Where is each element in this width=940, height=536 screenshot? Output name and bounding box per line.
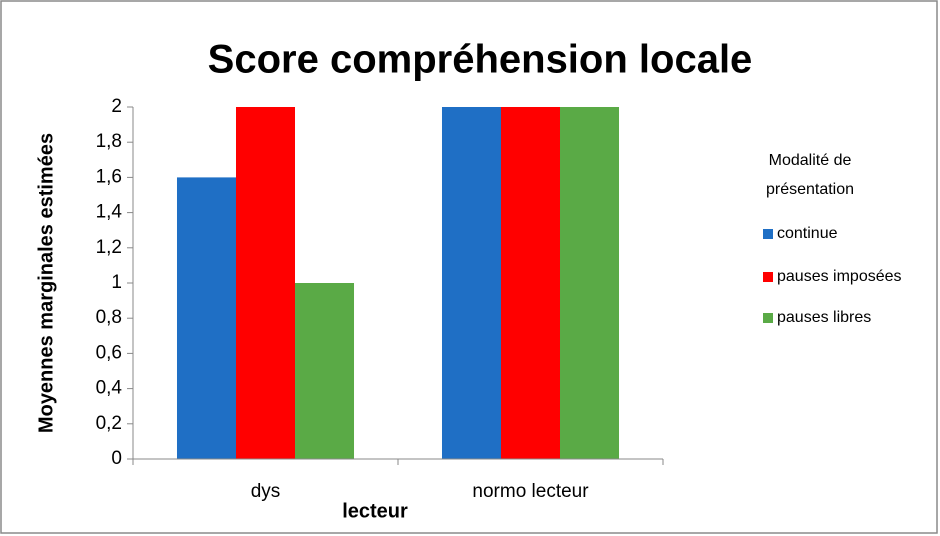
y-tick-label: 1,6 xyxy=(96,166,122,187)
chart-title: Score compréhension locale xyxy=(208,38,753,82)
y-axis-label: Moyennes marginales estimées xyxy=(35,133,57,433)
x-tick-label: normo lecteur xyxy=(472,481,589,502)
bar xyxy=(500,107,561,459)
legend-title: Modalité de présentation xyxy=(765,152,855,198)
y-tick-label: 0 xyxy=(111,448,122,469)
y-tick-label: 0,6 xyxy=(96,342,122,363)
bar xyxy=(560,107,620,459)
y-tick-label: 1,8 xyxy=(96,131,122,152)
legend-swatch xyxy=(763,272,773,282)
legend-swatch xyxy=(763,313,773,323)
y-tick-label: 2 xyxy=(111,96,122,117)
bar xyxy=(176,177,236,459)
y-tick-label: 1 xyxy=(111,272,122,293)
legend-label: pauses imposées xyxy=(777,268,902,285)
legend-swatch xyxy=(763,229,773,239)
y-tick-label: 1,4 xyxy=(96,202,123,223)
bar xyxy=(235,107,296,459)
x-axis-label: lecteur xyxy=(342,500,408,522)
bar xyxy=(295,283,355,459)
legend-label: continue xyxy=(777,225,838,242)
legend-label: pauses libres xyxy=(777,309,871,326)
y-tick-label: 1,2 xyxy=(96,237,122,258)
y-tick-label: 0,2 xyxy=(96,413,122,434)
y-tick-label: 0,4 xyxy=(96,378,123,399)
y-tick-label: 0,8 xyxy=(96,307,122,328)
x-tick-label: dys xyxy=(251,481,281,502)
bar xyxy=(441,107,501,459)
